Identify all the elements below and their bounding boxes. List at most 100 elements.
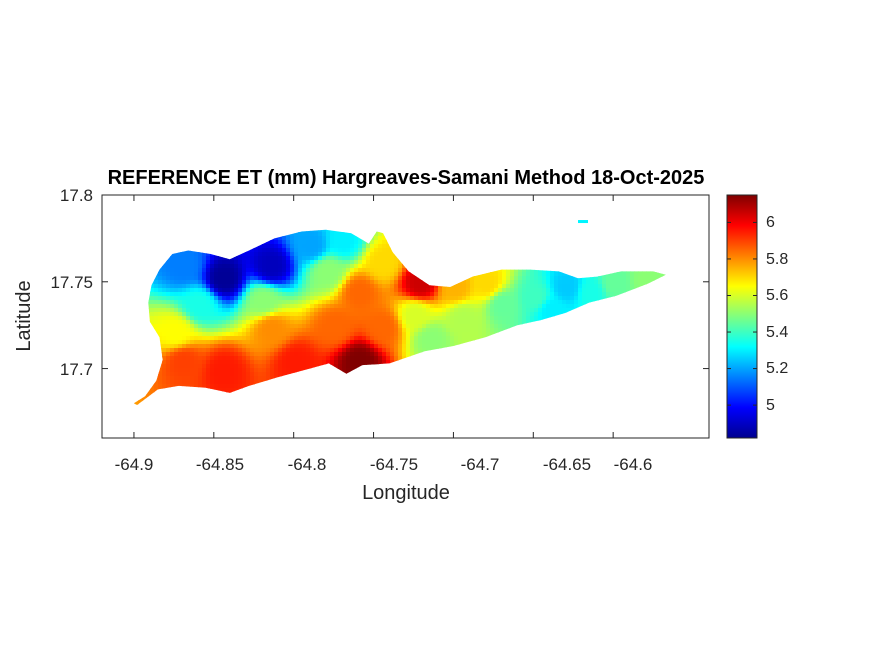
heat-cell [210, 312, 215, 317]
heat-cell [486, 324, 491, 329]
heat-cell [474, 280, 479, 285]
heat-cell [378, 332, 383, 337]
heat-cell [154, 280, 159, 285]
heat-cell [422, 344, 427, 349]
heat-cell [202, 288, 207, 293]
heat-cell [386, 336, 391, 341]
heat-cell [246, 320, 251, 325]
heat-cell [358, 300, 363, 305]
heat-cell [186, 300, 191, 305]
heat-cell [386, 284, 391, 289]
heat-cell [518, 316, 523, 321]
heat-cell [386, 328, 391, 333]
heat-cell [298, 324, 303, 329]
heat-cell [578, 288, 583, 293]
heat-cell [574, 296, 579, 301]
heat-cell [218, 288, 223, 293]
heat-cell [518, 312, 523, 317]
heat-cell [390, 356, 395, 361]
heat-cell [406, 348, 411, 353]
heat-cell [294, 232, 299, 237]
heat-cell [402, 300, 407, 305]
heat-cell [318, 304, 323, 309]
heat-cell [438, 316, 443, 321]
heat-cell [226, 348, 231, 353]
heat-cell [386, 280, 391, 285]
heat-cell [198, 260, 203, 265]
heat-cell [294, 356, 299, 361]
heat-cell [334, 324, 339, 329]
heat-cell [198, 280, 203, 285]
heat-cell [226, 356, 231, 361]
heat-cell [322, 252, 327, 257]
heat-cell [246, 292, 251, 297]
heat-cell [542, 304, 547, 309]
heat-cell [370, 256, 375, 261]
heat-cell [166, 284, 171, 289]
heat-cell [418, 292, 423, 297]
heat-cell [402, 332, 407, 337]
heat-cell [226, 320, 231, 325]
heat-cell [354, 344, 359, 349]
heat-cell [422, 312, 427, 317]
heat-cell [438, 284, 443, 289]
heat-cell [454, 316, 459, 321]
heat-cell [278, 348, 283, 353]
heat-cell [358, 276, 363, 281]
heat-cell [414, 344, 419, 349]
heat-cell [382, 352, 387, 357]
heat-cell [498, 300, 503, 305]
heat-cell [162, 352, 167, 357]
heat-cell [174, 288, 179, 293]
heat-cell [658, 272, 663, 277]
heat-cell [522, 300, 527, 305]
heat-cell [214, 300, 219, 305]
heat-cell [266, 268, 271, 273]
heat-cell [470, 312, 475, 317]
heat-cell [154, 308, 159, 313]
heat-cell [250, 276, 255, 281]
heat-cell [246, 324, 251, 329]
heat-cell [518, 284, 523, 289]
heat-cell [294, 244, 299, 249]
heat-cell [506, 300, 511, 305]
heat-cell [474, 324, 479, 329]
heat-cell [390, 320, 395, 325]
heat-cell [418, 336, 423, 341]
heat-cell [474, 316, 479, 321]
heat-cell [170, 308, 175, 313]
heat-cell [254, 292, 259, 297]
heat-cell [294, 280, 299, 285]
heat-cell [222, 268, 227, 273]
heat-cell [438, 328, 443, 333]
heat-cell [226, 264, 231, 269]
heat-cell [282, 288, 287, 293]
heat-cell [278, 260, 283, 265]
heat-cell [498, 296, 503, 301]
heat-cell [426, 284, 431, 289]
heat-cell [430, 328, 435, 333]
heat-cell [202, 324, 207, 329]
heat-cell [494, 312, 499, 317]
heat-cell [274, 332, 279, 337]
heat-cell [534, 272, 539, 277]
heat-cell [402, 268, 407, 273]
heat-cell [494, 280, 499, 285]
heat-cell [166, 288, 171, 293]
heat-cell [382, 288, 387, 293]
heat-cell [238, 308, 243, 313]
heat-cell [226, 316, 231, 321]
heat-cell [446, 288, 451, 293]
heat-cell [622, 272, 627, 277]
heat-cell [602, 276, 607, 281]
heat-cell [278, 328, 283, 333]
heat-cell [318, 236, 323, 241]
heat-cell [510, 288, 515, 293]
heat-cell [262, 272, 267, 277]
heat-cell [294, 256, 299, 261]
heat-cell [238, 260, 243, 265]
heat-cell [178, 312, 183, 317]
heat-cell [198, 344, 203, 349]
heat-cell [282, 268, 287, 273]
heat-cell [298, 252, 303, 257]
